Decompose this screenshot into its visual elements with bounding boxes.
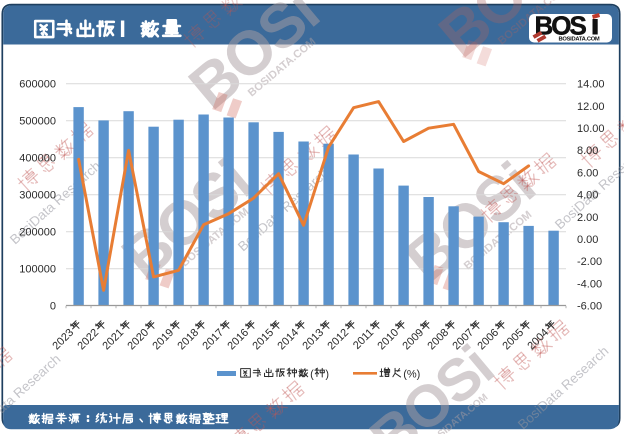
- svg-text:(%): (%): [403, 369, 420, 381]
- svg-text:BOSIDATA.COM: BOSIDATA.COM: [559, 37, 600, 43]
- svg-text:0.00: 0.00: [577, 234, 598, 246]
- svg-text:400000: 400000: [19, 153, 56, 165]
- svg-text:): ): [325, 369, 329, 381]
- svg-text:4.00: 4.00: [577, 190, 598, 202]
- svg-text:2.00: 2.00: [577, 212, 598, 224]
- svg-text:6.00: 6.00: [577, 167, 598, 179]
- svg-text:600000: 600000: [19, 79, 56, 91]
- svg-text:-6.00: -6.00: [577, 301, 602, 313]
- svg-text:100000: 100000: [19, 264, 56, 276]
- svg-text:8.00: 8.00: [577, 145, 598, 157]
- svg-text:300000: 300000: [19, 190, 56, 202]
- svg-text:10.00: 10.00: [577, 123, 605, 135]
- svg-text:14.00: 14.00: [577, 79, 605, 91]
- svg-text:-4.00: -4.00: [577, 278, 602, 290]
- svg-text:500000: 500000: [19, 116, 56, 128]
- svg-text:0: 0: [50, 301, 56, 313]
- svg-text:200000: 200000: [19, 227, 56, 239]
- svg-text:12.00: 12.00: [577, 101, 605, 113]
- svg-text:-2.00: -2.00: [577, 256, 602, 268]
- svg-text:(: (: [310, 369, 314, 381]
